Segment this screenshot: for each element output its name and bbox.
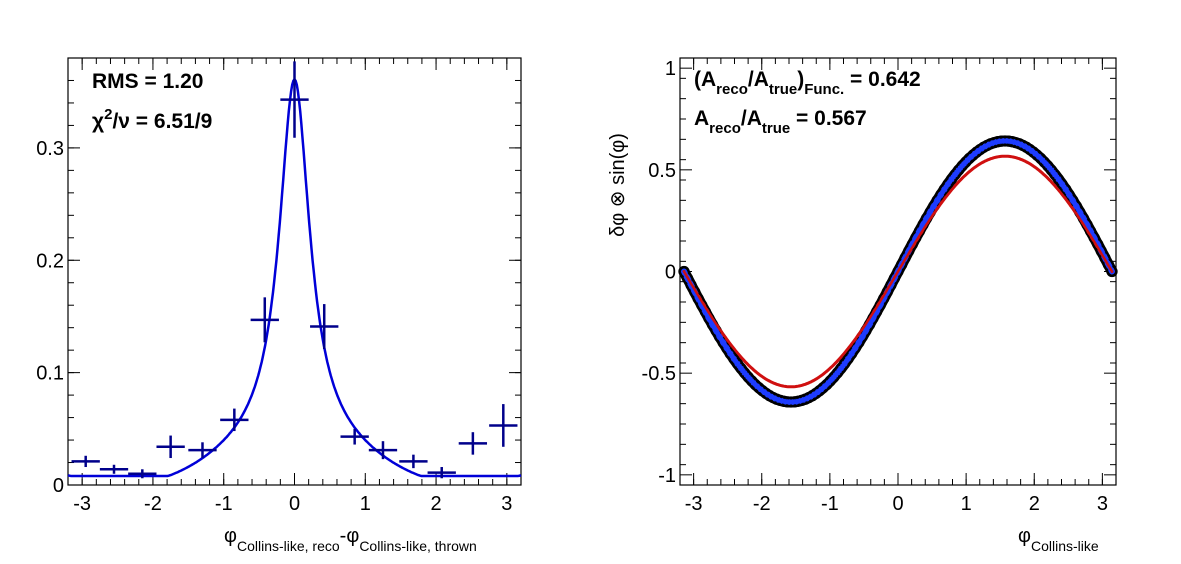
series-marker bbox=[1024, 143, 1036, 156]
y-tick-label: 1 bbox=[665, 58, 676, 80]
right-panel: -3 -2 -1 0 1 2 3 -1 -0.5 0 0.5 1 (Areco/Atrue)Func.… bbox=[607, 57, 1118, 554]
series-marker bbox=[746, 375, 758, 387]
rms-label: RMS = 1.20 bbox=[92, 70, 203, 93]
right-y-axis-title: δφ ⊗ sin(φ) bbox=[607, 133, 629, 237]
data-point bbox=[156, 435, 185, 459]
left-data-points bbox=[71, 61, 518, 479]
y-tick-label: 0.2 bbox=[36, 250, 64, 272]
series-marker bbox=[849, 342, 861, 354]
data-point bbox=[310, 304, 339, 350]
y-tick-label: 0 bbox=[53, 475, 64, 497]
left-fit-curve bbox=[67, 77, 522, 478]
series-marker bbox=[817, 382, 829, 394]
series-marker bbox=[956, 160, 968, 172]
data-point bbox=[188, 442, 217, 459]
x-tick-label: -2 bbox=[753, 493, 771, 515]
y-tick-label: 0.1 bbox=[36, 363, 64, 385]
data-point bbox=[368, 441, 398, 460]
y-tick-label: 0.5 bbox=[648, 160, 676, 182]
x-tick-label: 3 bbox=[1097, 493, 1108, 515]
series-marker bbox=[1035, 152, 1047, 165]
func-ratio-label: (Areco/Atrue)Func. = 0.642 bbox=[694, 68, 921, 98]
series-marker bbox=[824, 375, 836, 387]
x-tick-label: -2 bbox=[144, 493, 162, 515]
series-marker bbox=[813, 385, 826, 397]
fit-line bbox=[67, 77, 522, 478]
series-line-top-2 bbox=[682, 154, 1114, 389]
data-point bbox=[427, 467, 456, 479]
series-marker bbox=[721, 342, 733, 354]
left-ticks: -3 -2 -1 0 1 2 3 0 0.1 0.2 0.3 bbox=[36, 58, 521, 515]
data-point bbox=[399, 454, 428, 469]
x-tick-label: 1 bbox=[961, 493, 972, 515]
data-point bbox=[280, 61, 309, 138]
data-point bbox=[220, 408, 249, 432]
series-marker bbox=[845, 348, 858, 360]
y-tick-label: -1 bbox=[658, 465, 676, 487]
data-point bbox=[340, 428, 369, 445]
left-x-axis-title: φCollins-like, reco-φCollins-like, throw… bbox=[224, 525, 477, 554]
x-tick-label: 3 bbox=[501, 493, 512, 515]
series-marker bbox=[1063, 189, 1075, 201]
ratio-label: Areco/Atrue = 0.567 bbox=[694, 107, 867, 137]
series-marker bbox=[821, 378, 833, 391]
right-curves bbox=[678, 135, 1118, 408]
series-marker bbox=[742, 371, 754, 383]
data-point bbox=[99, 464, 129, 474]
x-tick-label: 0 bbox=[289, 493, 300, 515]
data-point bbox=[250, 297, 279, 343]
x-tick-label: 1 bbox=[360, 493, 371, 515]
series-marker bbox=[963, 152, 975, 165]
right-ticks: -3 -2 -1 0 1 2 3 -1 -0.5 0 0.5 1 bbox=[642, 57, 1117, 515]
x-tick-label: -1 bbox=[821, 493, 839, 515]
series-marker bbox=[935, 189, 947, 201]
series-marker bbox=[1038, 156, 1050, 168]
x-tick-label: -1 bbox=[215, 493, 233, 515]
x-tick-label: -3 bbox=[685, 493, 703, 515]
x-tick-label: 0 bbox=[892, 493, 903, 515]
series-marker bbox=[960, 156, 972, 168]
data-point bbox=[489, 404, 518, 447]
right-x-axis-title: φCollins-like bbox=[1018, 525, 1099, 554]
series-marker bbox=[749, 378, 761, 391]
data-point bbox=[458, 432, 488, 455]
y-tick-label: -0.5 bbox=[642, 363, 676, 385]
series-marker bbox=[1027, 146, 1040, 158]
series-marker bbox=[967, 149, 979, 161]
x-tick-label: 2 bbox=[1029, 493, 1040, 515]
data-point bbox=[128, 469, 157, 479]
series-marker bbox=[753, 382, 765, 394]
left-panel: -3 -2 -1 0 1 2 3 0 0.1 0.2 0.3 RMS = 1.20 χ2/ν = 6… bbox=[36, 57, 522, 554]
chi2-label: χ2/ν = 6.51/9 bbox=[92, 106, 212, 133]
x-tick-label: -3 bbox=[73, 493, 91, 515]
series-marker bbox=[810, 387, 822, 400]
y-tick-label: 0.3 bbox=[36, 138, 64, 160]
series-marker bbox=[1031, 149, 1043, 161]
y-tick-label: 0 bbox=[665, 262, 676, 284]
series-marker bbox=[1060, 183, 1072, 195]
data-point bbox=[71, 455, 100, 468]
x-tick-label: 2 bbox=[431, 493, 442, 515]
